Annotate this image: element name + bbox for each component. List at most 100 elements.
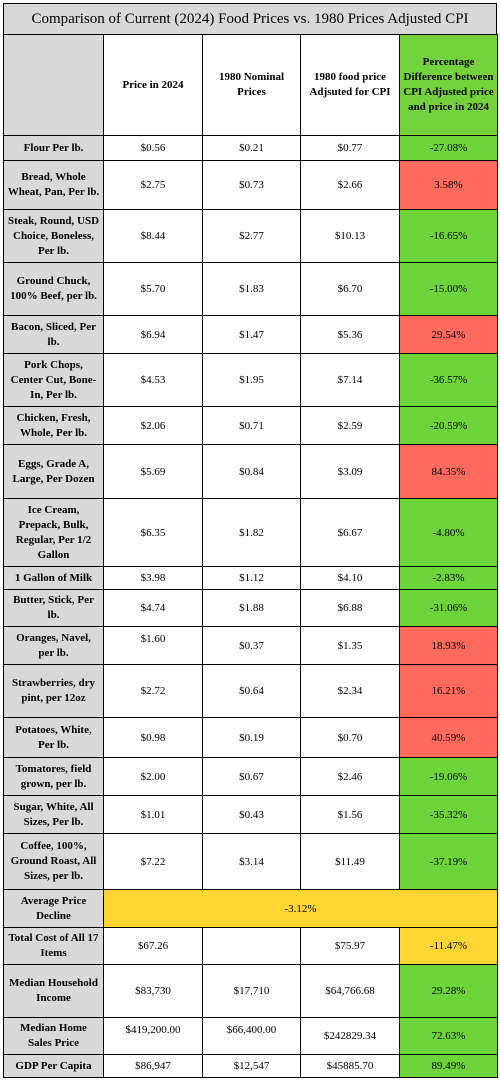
percent-difference: -37.19% <box>399 833 498 890</box>
price-1980-adjusted: $1.56 <box>300 795 400 834</box>
item-name: Bread, Whole Wheat, Pan, Per lb. <box>3 160 104 210</box>
item-name: Coffee, 100%, Ground Roast, All Sizes, p… <box>3 833 104 890</box>
table-row: Median Household Income $83,730 $17,710 … <box>3 964 498 1018</box>
table-row: Butter, Stick, Per lb. $4.74 $1.88 $6.88… <box>3 589 498 627</box>
price-1980-nominal: $0.43 <box>202 795 301 834</box>
percent-difference: -2.83% <box>399 566 498 590</box>
price-2024: $83,730 <box>103 964 203 1018</box>
item-name: Butter, Stick, Per lb. <box>3 589 104 627</box>
item-name: Eggs, Grade A, Large, Per Dozen <box>3 444 104 499</box>
price-1980-nominal: $1.83 <box>202 262 301 316</box>
item-name: Strawberries, dry pint, per 12oz <box>3 664 104 718</box>
header-price-2024: Price in 2024 <box>103 34 203 136</box>
item-name: Pork Chops, Center Cut, Bone-In, Per lb. <box>3 353 104 407</box>
table-row: Bread, Whole Wheat, Pan, Per lb. $2.75 $… <box>3 160 498 210</box>
header-corner-cell <box>3 34 104 136</box>
item-name: GDP Per Capita <box>3 1054 104 1078</box>
price-1980-adjusted: $6.70 <box>300 262 400 316</box>
price-table: Price in 2024 1980 Nominal Prices 1980 f… <box>3 34 498 1078</box>
percent-difference: -4.80% <box>399 498 498 567</box>
table-row: GDP Per Capita $86,947 $12,547 $45885.70… <box>3 1054 498 1078</box>
total-price-1980-nominal <box>202 927 301 965</box>
percent-difference: -19.06% <box>399 757 498 796</box>
total-percent-difference: -11.47% <box>399 927 498 965</box>
percent-difference: 18.93% <box>399 626 498 665</box>
table-row: Ground Chuck, 100% Beef, per lb. $5.70 $… <box>3 262 498 316</box>
table-row: Potatoes, White, Per lb. $0.98 $0.19 $0.… <box>3 717 498 758</box>
price-2024: $2.00 <box>103 757 203 796</box>
price-1980-adjusted: $242829.34 <box>300 1017 400 1055</box>
price-2024: $1.60 <box>103 626 203 665</box>
percent-difference: 16.21% <box>399 664 498 718</box>
table-row: Oranges, Navel, per lb. $1.60 $0.37 $1.3… <box>3 626 498 665</box>
price-2024: $6.35 <box>103 498 203 567</box>
item-name: Steak, Round, USD Choice, Boneless, Per … <box>3 209 104 263</box>
item-name: Median Household Income <box>3 964 104 1018</box>
table-title: Comparison of Current (2024) Food Prices… <box>3 3 497 34</box>
percent-difference: -36.57% <box>399 353 498 407</box>
item-name: Potatoes, White, Per lb. <box>3 717 104 758</box>
table-row: Tomatores, field grown, per lb. $2.00 $0… <box>3 757 498 796</box>
price-1980-adjusted: $1.35 <box>300 626 400 665</box>
percent-difference: -27.08% <box>399 135 498 161</box>
price-1980-adjusted: $4.10 <box>300 566 400 590</box>
price-1980-nominal: $0.71 <box>202 406 301 445</box>
price-1980-nominal: $0.37 <box>202 626 301 665</box>
price-1980-adjusted: $2.66 <box>300 160 400 210</box>
header-row: Price in 2024 1980 Nominal Prices 1980 f… <box>3 34 498 136</box>
price-2024: $7.22 <box>103 833 203 890</box>
percent-difference: 3.58% <box>399 160 498 210</box>
item-name: Ice Cream, Prepack, Bulk, Regular, Per 1… <box>3 498 104 567</box>
price-2024: $86,947 <box>103 1054 203 1078</box>
table-row: Pork Chops, Center Cut, Bone-In, Per lb.… <box>3 353 498 407</box>
table-row: Bacon, Sliced, Per lb. $6.94 $1.47 $5.36… <box>3 315 498 354</box>
percent-difference: 72.63% <box>399 1017 498 1055</box>
average-label: Average Price Decline <box>3 889 104 928</box>
price-1980-nominal: $1.12 <box>202 566 301 590</box>
price-1980-adjusted: $7.14 <box>300 353 400 407</box>
price-2024: $3.98 <box>103 566 203 590</box>
price-1980-adjusted: $6.67 <box>300 498 400 567</box>
percent-difference: 40.59% <box>399 717 498 758</box>
total-price-2024: $67.26 <box>103 927 203 965</box>
price-1980-adjusted: $6.88 <box>300 589 400 627</box>
price-1980-adjusted: $64,766.68 <box>300 964 400 1018</box>
total-price-1980-adjusted: $75.97 <box>300 927 400 965</box>
item-name: Flour Per lb. <box>3 135 104 161</box>
price-1980-nominal: $3.14 <box>202 833 301 890</box>
price-1980-adjusted: $0.70 <box>300 717 400 758</box>
price-1980-nominal: $0.64 <box>202 664 301 718</box>
price-2024: $8.44 <box>103 209 203 263</box>
price-1980-nominal: $2.77 <box>202 209 301 263</box>
price-1980-adjusted: $0.77 <box>300 135 400 161</box>
price-2024: $2.06 <box>103 406 203 445</box>
price-1980-nominal: $0.21 <box>202 135 301 161</box>
total-row: Total Cost of All 17 Items $67.26 $75.97… <box>3 927 498 965</box>
item-name: Oranges, Navel, per lb. <box>3 626 104 665</box>
item-name: Median Home Sales Price <box>3 1017 104 1055</box>
price-1980-adjusted: $5.36 <box>300 315 400 354</box>
price-1980-nominal: $0.19 <box>202 717 301 758</box>
price-1980-adjusted: $2.59 <box>300 406 400 445</box>
percent-difference: 89.49% <box>399 1054 498 1078</box>
total-label: Total Cost of All 17 Items <box>3 927 104 965</box>
average-row: Average Price Decline -3.12% <box>3 889 498 928</box>
price-2024: $4.74 <box>103 589 203 627</box>
price-1980-adjusted: $11.49 <box>300 833 400 890</box>
price-1980-nominal: $0.84 <box>202 444 301 499</box>
percent-difference: 29.54% <box>399 315 498 354</box>
price-1980-nominal: $12,547 <box>202 1054 301 1078</box>
item-name: Ground Chuck, 100% Beef, per lb. <box>3 262 104 316</box>
table-row: Flour Per lb. $0.56 $0.21 $0.77 -27.08% <box>3 135 498 161</box>
price-1980-nominal: $1.82 <box>202 498 301 567</box>
percent-difference: 84.35% <box>399 444 498 499</box>
price-2024: $5.70 <box>103 262 203 316</box>
percent-difference: -35.32% <box>399 795 498 834</box>
price-1980-nominal: $1.95 <box>202 353 301 407</box>
table-row: Eggs, Grade A, Large, Per Dozen $5.69 $0… <box>3 444 498 499</box>
percent-difference: -15.00% <box>399 262 498 316</box>
table-row: Sugar, White, All Sizes, Per lb. $1.01 $… <box>3 795 498 834</box>
price-2024: $4.53 <box>103 353 203 407</box>
price-1980-nominal: $1.88 <box>202 589 301 627</box>
price-1980-adjusted: $45885.70 <box>300 1054 400 1078</box>
